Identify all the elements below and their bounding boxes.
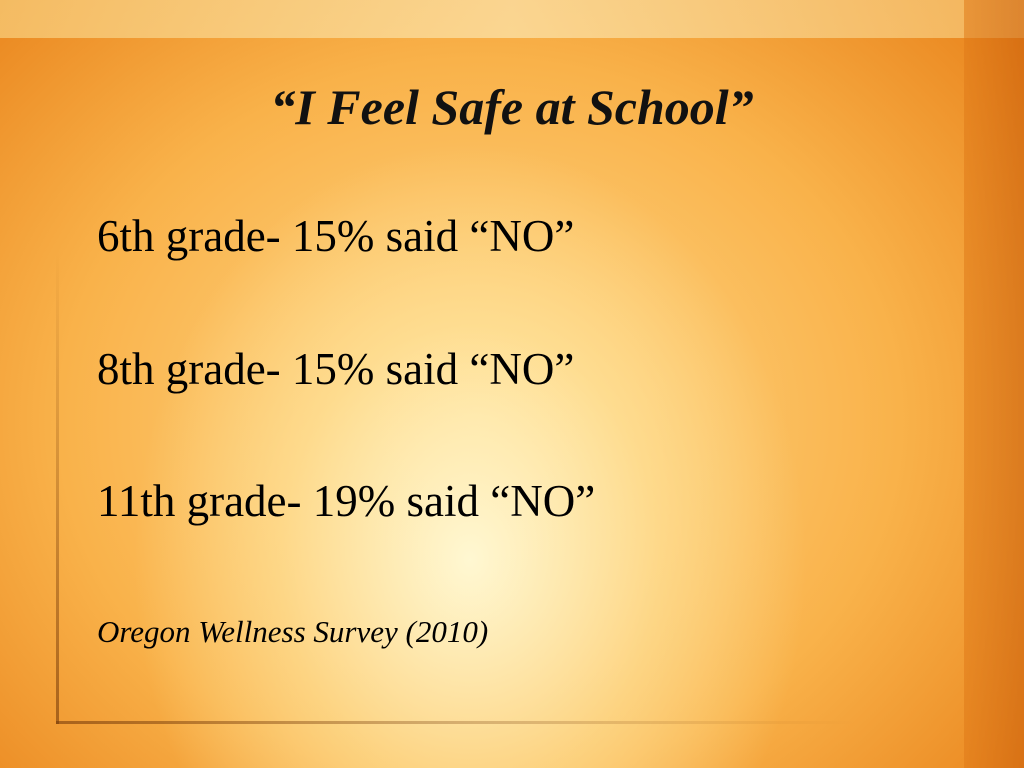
slide-title: “I Feel Safe at School” (270, 79, 754, 135)
bullet-item: 11th grade- 19% said “NO” (97, 476, 596, 526)
source-note: Oregon Wellness Survey (2010) (97, 614, 489, 649)
bullet-item: 6th grade- 15% said “NO” (97, 211, 575, 261)
background-band (964, 0, 1024, 768)
bullet-item: 8th grade- 15% said “NO” (97, 344, 575, 394)
frame-line (56, 250, 59, 724)
background-band (0, 0, 1024, 38)
frame-line (56, 721, 856, 724)
